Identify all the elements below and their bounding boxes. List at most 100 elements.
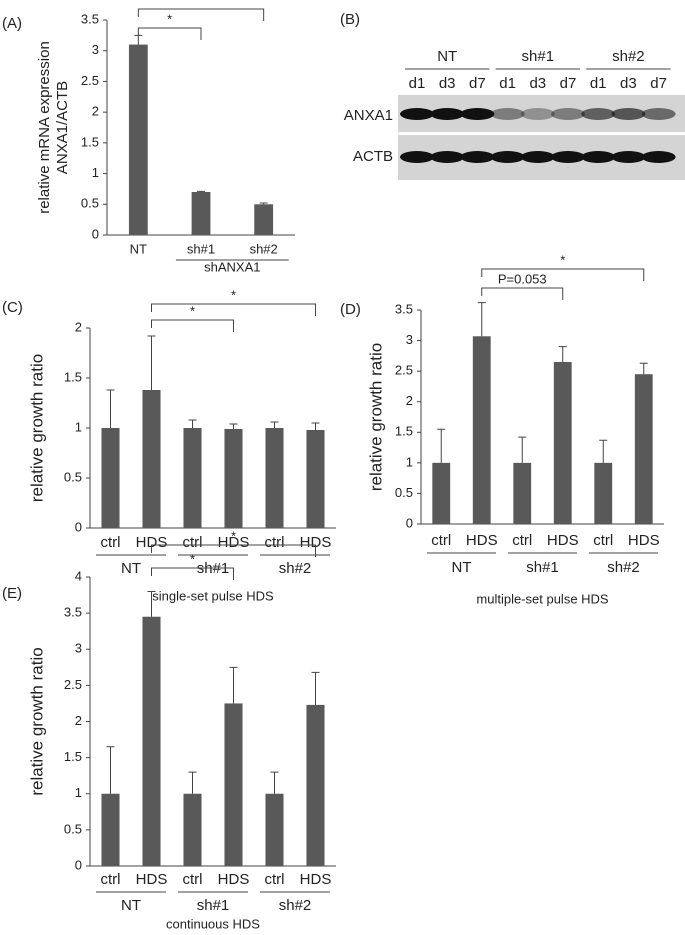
y-tick-label: 0 [75,519,82,534]
bar [224,429,243,528]
error-bar [229,423,238,429]
error-bar [147,590,156,617]
x-tick-label: HDS [136,534,168,551]
y-tick-label: 3 [75,641,82,656]
y-tick-label: 2 [75,713,82,728]
significance-label: * [167,11,172,26]
blot-band [641,108,676,120]
group-label: shANXA1 [204,259,260,274]
y-tick-label: 3 [406,332,413,347]
blot-band [551,108,585,120]
x-tick-label: ctrl [512,532,532,549]
y-tick-label: 0.5 [395,485,413,500]
x-tick-label: HDS [218,871,250,888]
bar [101,793,120,866]
panel-label: (C) [2,299,23,316]
blot-band [611,108,646,120]
y-tick-label: 2 [406,393,413,408]
bar [101,428,120,528]
bar [594,462,613,524]
y-tick-label: 3.5 [395,301,413,316]
y-tick-label: 2.5 [81,73,99,88]
bar [254,204,274,235]
bar [432,462,451,524]
group-label: sh#2 [612,48,645,65]
x-tick-label: HDS [218,534,250,551]
y-axis-label: relative mRNA expression [36,41,53,214]
error-bar [599,439,608,463]
x-tick-label: ctrl [183,534,203,551]
significance-bracket [481,287,564,300]
significance-bracket [137,8,265,21]
x-tick-label: ctrl [101,871,121,888]
error-bar [259,202,268,205]
y-tick-label: 1 [75,419,82,434]
significance-label: * [560,252,565,267]
blot-band [400,151,434,163]
bar [265,428,284,528]
group-label: sh#2 [607,559,640,576]
y-axis-label: relative growth ratio [27,354,46,502]
x-tick-label: sh#2 [250,241,278,256]
error-bar [106,746,115,794]
y-tick-label: 2 [92,104,99,119]
blot-band [430,108,465,120]
group-label: NT [437,48,457,65]
bar [634,374,653,524]
error-bar [229,666,238,704]
y-tick-label: 1.5 [64,749,82,764]
lane-label: d3 [529,75,546,92]
x-tick-label: ctrl [593,532,613,549]
y-axis-label: relative growth ratio [27,647,46,795]
group-label: sh#1 [526,559,559,576]
error-bar [477,302,486,337]
significance-label: * [231,287,236,302]
bar [142,390,161,528]
error-bar [437,428,446,463]
x-axis-label: continuous HDS [166,916,260,931]
blot-image [398,95,685,180]
y-tick-label: 1 [92,165,99,180]
y-tick-label: 1 [75,785,82,800]
error-bar [558,346,567,362]
blot-band [490,151,525,163]
blot-band [581,108,616,120]
bar [306,704,325,866]
blot-band [490,108,525,120]
group-label: NT [452,559,472,576]
x-tick-label: NT [130,241,147,256]
error-bar [197,190,205,192]
lane-label: d7 [560,75,577,92]
x-axis-label: multiple-set pulse HDS [476,591,609,606]
x-tick-label: ctrl [431,532,451,549]
y-tick-label: 3.5 [81,11,99,26]
row-label: ANXA1 [344,107,393,124]
error-bar [270,421,279,428]
y-tick-label: 2 [75,319,82,334]
group-label: sh#1 [197,897,230,914]
error-bar [147,335,156,390]
y-tick-label: 2.5 [395,363,413,378]
y-axis-label: ANXA1/ACTB [54,81,71,174]
significance-label: * [198,0,203,7]
y-tick-label: 0 [406,515,413,530]
bar [128,44,148,236]
significance-bracket [151,544,316,557]
y-axis-label: relative growth ratio [366,343,385,491]
significance-bracket [151,303,316,316]
x-tick-label: ctrl [265,534,285,551]
y-tick-label: 1.5 [64,369,82,384]
y-tick-label: 0.5 [64,469,82,484]
x-tick-label: sh#1 [187,241,215,256]
significance-label: * [231,528,236,543]
row-label: ACTB [353,148,393,165]
error-bar [639,362,648,375]
blot-band [611,151,646,163]
bar [183,793,202,866]
y-tick-label: 1.5 [81,134,99,149]
error-bar [311,422,320,430]
bar [224,703,243,866]
significance-bracket [137,27,202,40]
panel-label: (A) [2,15,22,32]
